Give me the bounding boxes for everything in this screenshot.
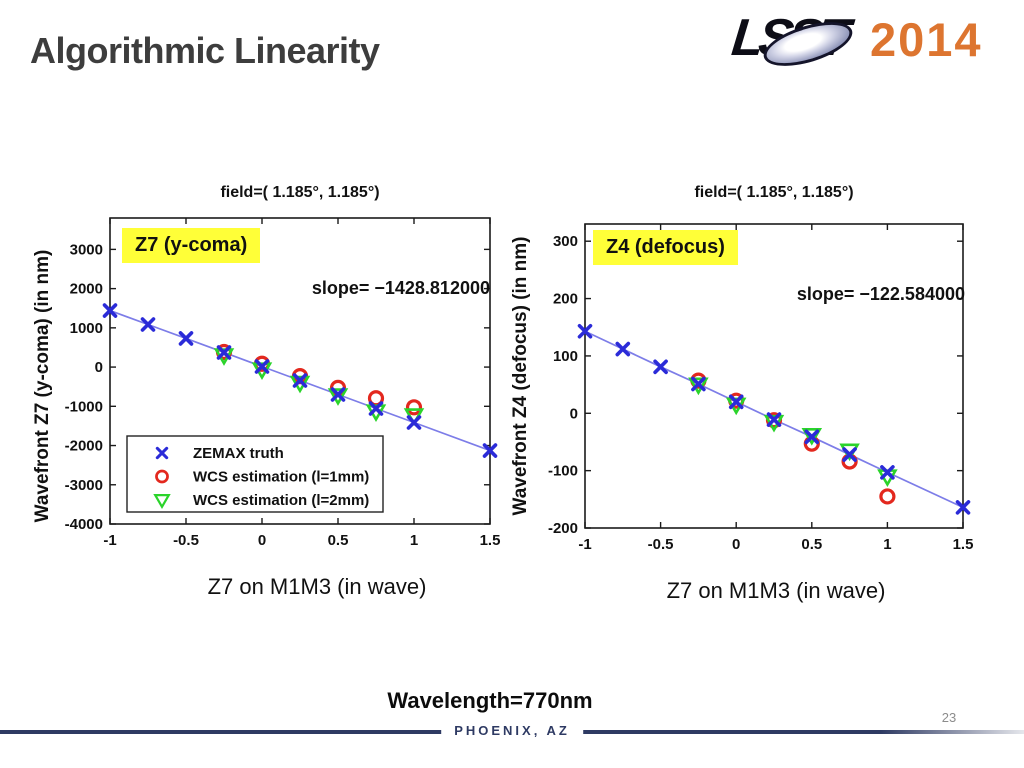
right-figure: -1 -0.5 0 0.5 1 1.5 300 200 100 0 -100 -200 field=(…: [505, 172, 983, 564]
svg-text:200: 200: [553, 291, 578, 308]
svg-text:-100: -100: [548, 463, 578, 480]
svg-text:1.5: 1.5: [480, 532, 501, 549]
svg-text:-200: -200: [548, 520, 578, 537]
svg-text:-0.5: -0.5: [173, 532, 199, 549]
logo-year-text: 2014: [870, 13, 983, 66]
slope-label: slope= −122.584000: [796, 284, 965, 304]
svg-text:-1000: -1000: [65, 398, 103, 415]
svg-text:3000: 3000: [70, 241, 103, 258]
svg-text:1: 1: [883, 536, 891, 553]
wavelength-note: Wavelength=770nm: [387, 688, 593, 713]
svg-text:0: 0: [732, 536, 740, 553]
page-number: 23: [941, 710, 957, 725]
y-axis-label: Wavefront Z4 (defocus) (in nm): [510, 236, 531, 516]
svg-text:0.5: 0.5: [328, 532, 349, 549]
svg-text:1000: 1000: [70, 320, 103, 337]
svg-text:1.5: 1.5: [953, 536, 974, 553]
svg-text:-1: -1: [103, 532, 116, 549]
svg-text:0: 0: [95, 359, 103, 376]
svg-text:100: 100: [553, 348, 578, 365]
y-axis-label: Wavefront Z7 (y-coma) (in nm): [32, 249, 53, 523]
svg-text:-4000: -4000: [65, 516, 103, 533]
left-figure: -1 -0.5 0 0.5 1 1.5 3000 2000 1000 0 -1000 -2000 -30…: [30, 172, 508, 564]
right-x-axis-caption: Z7 on M1M3 (in wave): [666, 578, 886, 603]
svg-text:-3000: -3000: [65, 477, 103, 494]
lsst2014-logo: LSST 2014: [710, 9, 1010, 75]
svg-text:0.5: 0.5: [801, 536, 822, 553]
plot-badge: Z4 (defocus): [593, 230, 738, 265]
svg-text:-1: -1: [578, 536, 591, 553]
svg-text:ZEMAX truth: ZEMAX truth: [193, 445, 284, 462]
page-title: Algorithmic Linearity: [30, 30, 380, 71]
svg-text:300: 300: [553, 233, 578, 250]
svg-text:0: 0: [570, 405, 578, 422]
svg-text:-0.5: -0.5: [648, 536, 674, 553]
svg-text:WCS estimation (l=2mm): WCS estimation (l=2mm): [193, 492, 369, 509]
svg-text:WCS estimation (l=1mm): WCS estimation (l=1mm): [193, 469, 369, 486]
left-chart-canvas: -1 -0.5 0 0.5 1 1.5 3000 2000 1000 0 -1000 -2000 -30…: [65, 217, 501, 549]
svg-text:-2000: -2000: [65, 438, 103, 455]
plot-title: field=( 1.185°, 1.185°): [220, 184, 380, 201]
slope-label: slope= −1428.812000: [311, 278, 490, 298]
svg-text:1: 1: [410, 532, 418, 549]
plot-title: field=( 1.185°, 1.185°): [694, 184, 854, 201]
left-x-axis-caption: Z7 on M1M3 (in wave): [207, 574, 427, 599]
right-chart-canvas: -1 -0.5 0 0.5 1 1.5 300 200 100 0 -100 -200: [548, 223, 974, 553]
plot-badge: Z7 (y-coma): [122, 228, 261, 263]
svg-text:0: 0: [258, 532, 266, 549]
svg-text:2000: 2000: [70, 281, 103, 298]
footer-location: PHOENIX, AZ: [441, 722, 583, 739]
